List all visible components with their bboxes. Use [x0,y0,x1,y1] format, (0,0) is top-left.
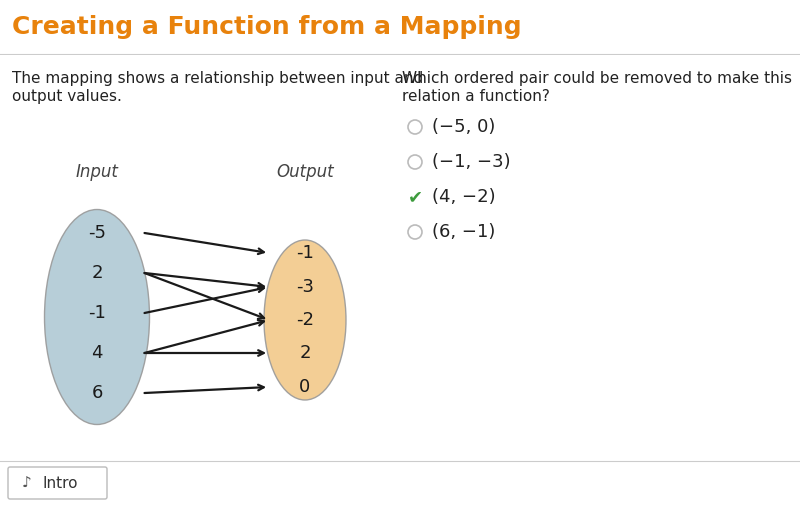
FancyBboxPatch shape [8,467,107,499]
FancyArrowPatch shape [145,286,264,313]
Text: 2: 2 [299,344,310,362]
Text: 6: 6 [91,384,102,402]
Text: The mapping shows a relationship between input and: The mapping shows a relationship between… [12,71,423,86]
FancyArrowPatch shape [145,350,264,356]
FancyArrowPatch shape [145,233,264,254]
Text: (4, −2): (4, −2) [432,188,496,206]
FancyArrowPatch shape [145,320,264,353]
Text: -2: -2 [296,311,314,329]
Text: Input: Input [75,163,118,181]
Text: Intro: Intro [42,476,78,490]
FancyArrowPatch shape [145,273,264,288]
Text: 4: 4 [91,344,102,362]
Text: output values.: output values. [12,89,122,104]
Text: relation a function?: relation a function? [402,89,550,104]
Text: 0: 0 [299,378,310,396]
Text: -1: -1 [88,304,106,322]
Ellipse shape [45,210,150,425]
Text: Output: Output [276,163,334,181]
Text: Which ordered pair could be removed to make this: Which ordered pair could be removed to m… [402,71,792,86]
FancyArrowPatch shape [145,385,264,393]
Circle shape [408,120,422,134]
Text: -5: -5 [88,224,106,242]
Ellipse shape [264,240,346,400]
Text: ✔: ✔ [407,188,422,206]
Circle shape [408,225,422,239]
Text: ♪: ♪ [22,476,32,490]
Text: Creating a Function from a Mapping: Creating a Function from a Mapping [12,15,522,39]
Text: -3: -3 [296,278,314,296]
Text: (−1, −3): (−1, −3) [432,153,510,171]
Text: (−5, 0): (−5, 0) [432,118,495,136]
Text: 2: 2 [91,264,102,282]
Circle shape [408,155,422,169]
Text: -1: -1 [296,244,314,262]
Text: (6, −1): (6, −1) [432,223,495,241]
FancyArrowPatch shape [145,273,264,319]
